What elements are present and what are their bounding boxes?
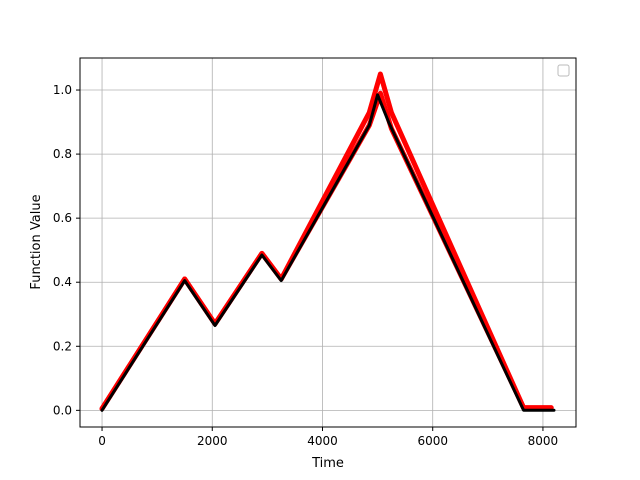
y-tick-label: 0.6 [53, 211, 72, 225]
x-tick-label: 8000 [528, 434, 559, 448]
x-axis-ticks: 0 2000 4000 6000 8000 [98, 427, 558, 448]
y-tick-label: 0.8 [53, 147, 72, 161]
x-tick-label: 0 [98, 434, 106, 448]
y-tick-label: 0.2 [53, 339, 72, 353]
series-line-2 [100, 93, 556, 412]
y-axis-label: Function Value [29, 194, 44, 289]
y-tick-label: 0.0 [53, 403, 72, 417]
grid-lines [80, 58, 576, 427]
x-axis-label: Time [311, 456, 344, 471]
data-series [99, 71, 556, 412]
y-tick-label: 1.0 [53, 83, 72, 97]
legend-box [557, 64, 570, 77]
x-tick-label: 2000 [197, 434, 228, 448]
x-tick-label: 6000 [417, 434, 448, 448]
y-axis-ticks: 0.0 0.2 0.4 0.6 0.8 1.0 [53, 83, 80, 417]
plot-frame [79, 57, 577, 428]
y-tick-label: 0.4 [53, 275, 72, 289]
x-tick-label: 4000 [307, 434, 338, 448]
